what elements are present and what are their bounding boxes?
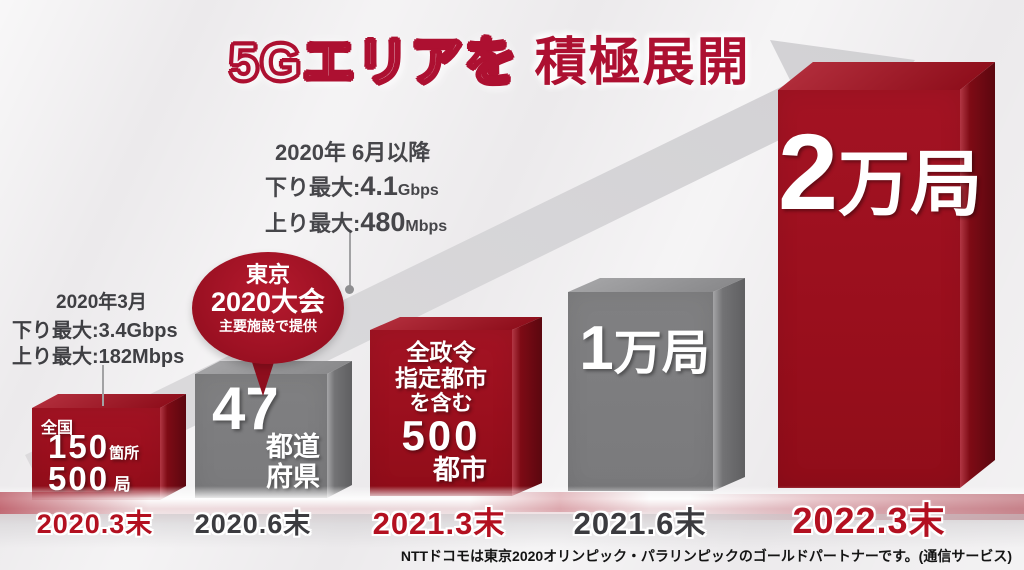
bar2-unit: 都道 府県 xyxy=(266,432,320,492)
title-outlined-part: 5Gエリアを xyxy=(228,33,519,94)
bar4-label: 1万局 xyxy=(579,314,710,383)
bubble-line2: 2020大会 xyxy=(210,287,326,318)
bar-date-2021-6: 2021.6末 xyxy=(573,506,707,541)
footer-partner-note: NTTドコモは東京2020オリンピック・パラリンピックのゴールドパートナーです。… xyxy=(400,548,1012,564)
bar-side-face xyxy=(960,61,995,488)
annotation-left-title: 2020年3月 xyxy=(56,292,147,313)
bar-front-face xyxy=(778,90,960,488)
page-title: 5Gエリアを 積極展開 xyxy=(0,20,980,95)
annotation-left-connector-line xyxy=(102,365,104,406)
bar-side-face xyxy=(160,394,186,500)
bar-date-2022-3: 2022.3末 xyxy=(792,500,946,541)
annotation-speed-june2020: 2020年 6月以降 下り最大:4.1Gbps 上り最大:480Mbps xyxy=(265,138,447,240)
bubble-line1: 東京 xyxy=(245,262,290,287)
bar3-desc: 全政令 指定都市 を含む xyxy=(395,339,487,415)
annotation-mid-title: 2020年 6月以降 xyxy=(275,140,431,165)
bubble-line3: 主要施設で提供 xyxy=(219,318,317,335)
bar5-label: 2万局 xyxy=(778,111,983,232)
annotation-left-uplink: 上り最大:182Mbps xyxy=(12,346,185,369)
bar-2021-6: 1万局 xyxy=(568,278,746,491)
bar3-value: 500 xyxy=(401,412,481,459)
bar-2020-3: 全国 150箇所 500 局 xyxy=(32,394,187,500)
bar-front-face xyxy=(32,408,160,500)
bar-2021-3: 全政令 指定都市 を含む 500 都市 xyxy=(370,317,543,496)
tokyo2020-bubble: 東京 2020大会 主要施設で提供 xyxy=(192,252,344,364)
annotation-mid-connector-dot xyxy=(345,285,354,294)
annotation-mid-uplink: 上り最大:480Mbps xyxy=(265,206,448,237)
bar-date-2020-6: 2020.6末 xyxy=(194,509,312,539)
bar3-unit: 都市 xyxy=(433,455,487,485)
title-solid-part: 積極展開 xyxy=(534,34,751,92)
bar-date-2021-3: 2021.3末 xyxy=(372,506,506,541)
bar-front-face xyxy=(568,292,713,491)
annotation-mid-downlink: 下り最大:4.1Gbps xyxy=(265,171,439,202)
bar1-value-2: 500 局 xyxy=(48,460,131,497)
annotation-speed-march2020: 2020年3月 下り最大:3.4Gbps 上り最大:182Mbps xyxy=(12,290,184,371)
bar-side-face xyxy=(512,317,542,496)
annotation-mid-connector-line xyxy=(349,230,351,288)
annotation-left-downlink: 下り最大:3.4Gbps xyxy=(12,320,178,343)
bar-side-face xyxy=(713,278,745,491)
bar-date-2020-3: 2020.3末 xyxy=(36,509,154,539)
bar-side-face xyxy=(327,360,352,498)
bar-front-face xyxy=(370,330,512,496)
bar1-region-label: 全国 xyxy=(41,420,74,437)
bar1-value-1: 150箇所 xyxy=(48,428,140,465)
bar-2022-3: 2万局 xyxy=(778,61,995,488)
